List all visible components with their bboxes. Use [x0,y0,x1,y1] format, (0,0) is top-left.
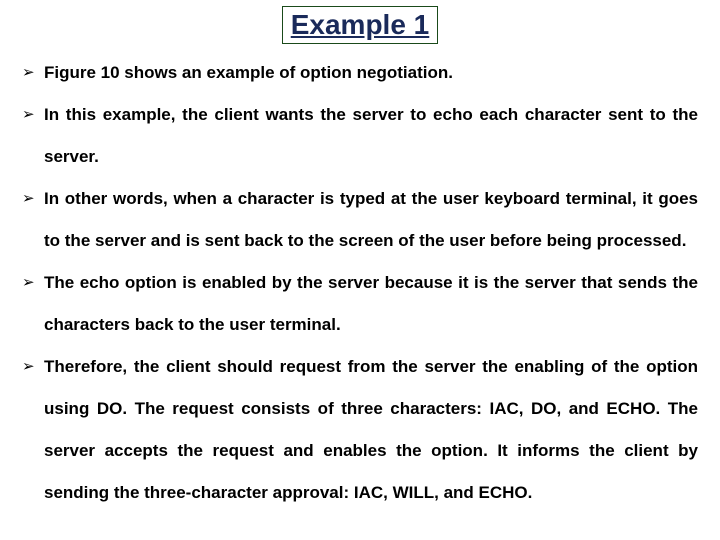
bullet-icon: ➢ [22,94,44,136]
list-item: ➢ The echo option is enabled by the serv… [22,262,698,346]
content-area: ➢ Figure 10 shows an example of option n… [0,52,720,514]
bullet-icon: ➢ [22,178,44,220]
bullet-text: Figure 10 shows an example of option neg… [44,52,698,94]
title-container: Example 1 [0,0,720,52]
list-item: ➢ Therefore, the client should request f… [22,346,698,514]
bullet-text: In this example, the client wants the se… [44,94,698,178]
bullet-text: The echo option is enabled by the server… [44,262,698,346]
list-item: ➢ In this example, the client wants the … [22,94,698,178]
slide-title: Example 1 [291,9,430,40]
bullet-text: In other words, when a character is type… [44,178,698,262]
bullet-icon: ➢ [22,346,44,388]
list-item: ➢ Figure 10 shows an example of option n… [22,52,698,94]
list-item: ➢ In other words, when a character is ty… [22,178,698,262]
bullet-icon: ➢ [22,52,44,94]
bullet-icon: ➢ [22,262,44,304]
bullet-text: Therefore, the client should request fro… [44,346,698,514]
title-box: Example 1 [282,6,439,44]
